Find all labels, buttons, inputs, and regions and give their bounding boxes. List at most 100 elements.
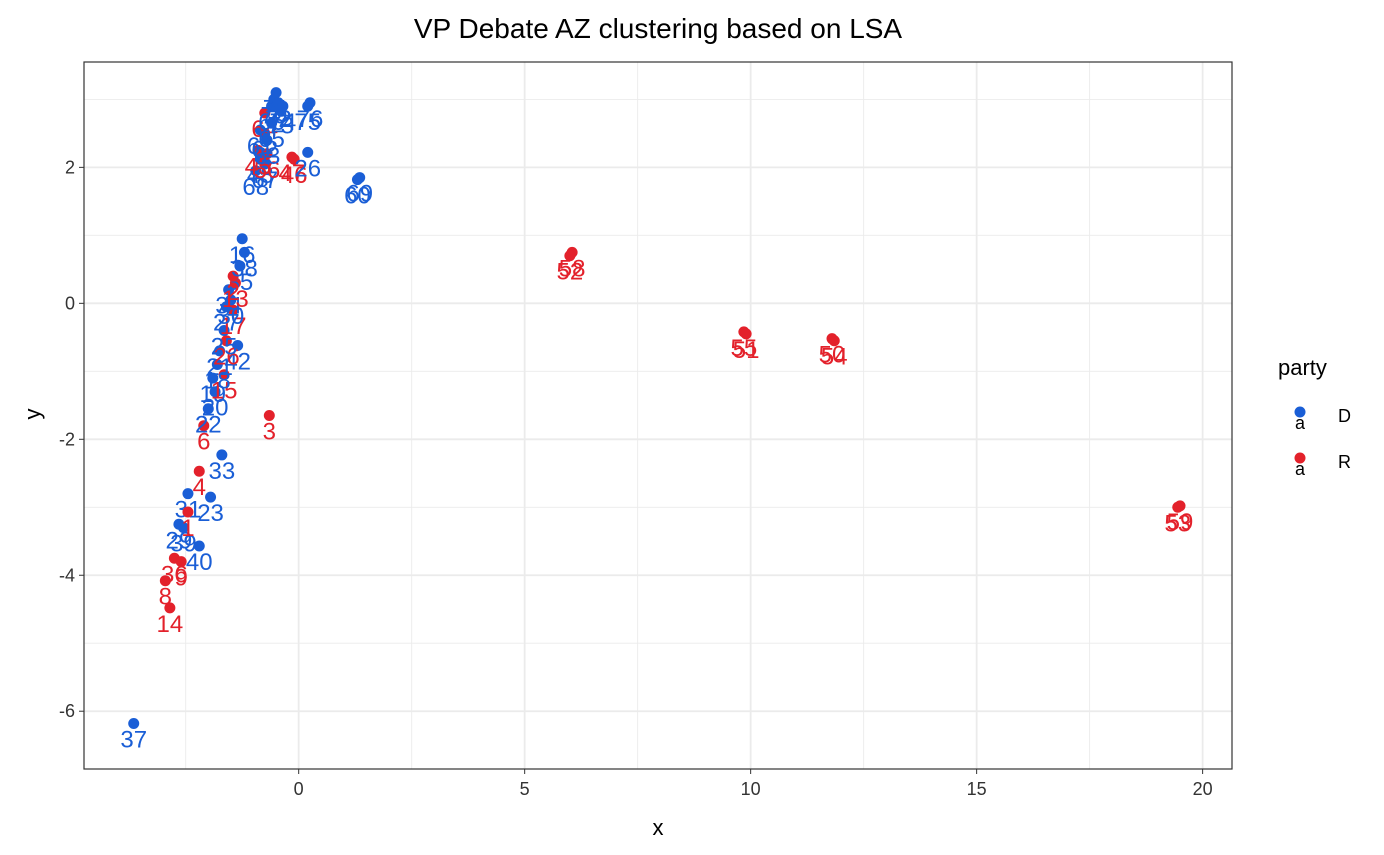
point-label: 46 [281,162,308,189]
data-point [227,270,239,282]
data-point [218,369,230,381]
point-label: 34 [215,293,242,320]
point-label: 25 [211,334,238,361]
data-point [225,294,237,306]
data-point [232,339,244,351]
data-point [207,372,219,384]
point-label: 6 [197,429,210,456]
data-points: 3714836940293931123433362220191518214226… [120,87,1193,753]
point-label: 63 [254,143,281,170]
point-label: 47 [279,160,306,187]
legend-key-glyph: a [1295,413,1306,433]
legend: party a Da R [1278,355,1351,479]
axis-ticks: 0 5 10 15 20-6-4-202 [59,157,1213,799]
panel-frame [83,61,1233,770]
data-point [177,522,189,534]
point-label: 68 [242,174,269,201]
point-label: 15 [211,378,238,405]
data-point [236,233,248,245]
point-label: 23 [197,500,224,527]
data-point [202,403,214,415]
point-label: 37 [120,726,147,753]
point-label: 75 [294,109,321,136]
data-point [128,717,140,729]
point-label: 16 [229,242,256,269]
data-point [182,506,194,518]
point-label: 19 [199,381,226,408]
point-label: 60 [344,183,371,210]
data-point [302,146,314,158]
x-tick-label: 15 [967,779,987,799]
point-label: 38 [231,255,258,282]
point-label: 67 [251,167,278,194]
data-point [216,449,228,461]
data-point [259,107,271,119]
point-label: 4 [193,474,206,501]
data-point [218,325,230,337]
data-point [193,540,205,552]
x-tick-label: 5 [520,779,530,799]
panel-border [83,61,1233,770]
point-label: 20 [202,395,229,422]
data-point [261,134,273,146]
data-point [263,410,275,421]
point-label: 18 [204,368,231,395]
point-label: 14 [157,611,184,638]
data-point [288,153,300,165]
y-tick-label: -2 [59,429,75,449]
legend-key-point [1294,452,1306,464]
point-label: 8 [159,584,172,611]
data-point [828,335,840,347]
point-label: 52 [557,259,584,286]
y-tick-label: -4 [59,565,75,585]
point-label: 17 [220,313,247,340]
point-label: 21 [206,354,233,381]
point-label: 51 [733,337,760,364]
data-point [259,158,271,170]
data-point [198,420,210,432]
data-point [209,386,221,398]
data-point [277,100,289,112]
data-point [223,284,235,296]
point-label: 26 [213,344,240,371]
data-point [250,165,262,177]
legend-key-point [1294,406,1306,418]
data-point [214,345,226,357]
y-tick-label: 2 [65,157,75,177]
data-point [1172,501,1184,513]
point-label: 65 [258,126,285,153]
point-label: 26 [294,155,321,182]
point-label: 29 [166,527,193,554]
x-tick-label: 0 [294,779,304,799]
point-label: 56 [254,157,281,184]
chart-title: VP Debate AZ clustering based on LSA [414,13,903,44]
data-point [238,246,250,258]
data-point [270,87,282,99]
legend-key-glyph: a [1295,459,1306,479]
data-point [159,575,171,587]
point-label: 2 [226,279,239,306]
legend-label-d: D [1338,406,1351,426]
y-axis-title: y [20,409,45,420]
data-point [164,602,176,614]
data-point [175,556,187,568]
x-axis-title: x [653,815,664,840]
y-tick-label: 0 [65,293,75,313]
data-point [252,144,264,156]
plot-panel [84,62,1232,769]
data-point [302,100,314,112]
data-point [182,488,194,500]
legend-title: party [1278,355,1327,380]
point-label: 3 [263,419,276,446]
data-point [211,359,223,371]
point-label: 30 [218,303,245,330]
point-label: 55 [731,335,758,362]
data-point [266,117,278,129]
point-label: 27 [213,310,240,337]
data-point [564,250,576,262]
data-point [234,260,246,272]
data-point [740,328,752,340]
x-tick-label: 20 [1193,779,1213,799]
legend-label-r: R [1338,452,1351,472]
